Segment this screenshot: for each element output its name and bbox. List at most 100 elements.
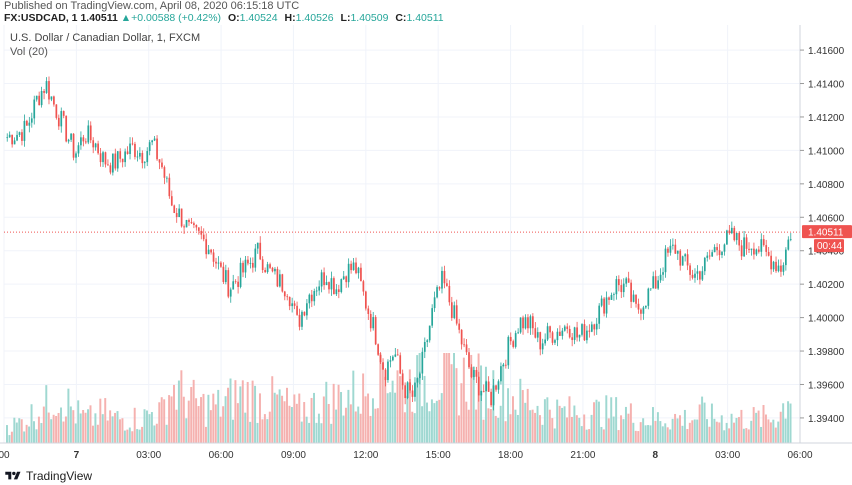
candle-body [28,122,31,126]
candle-body [382,362,384,370]
volume-bar [72,410,75,443]
volume-bar [462,357,465,443]
volume-bar [706,419,708,443]
volume-bar [593,402,596,443]
volume-bar [568,396,571,443]
candle-body [357,267,360,274]
volume-bar [367,393,370,443]
volume-bar [607,418,610,443]
volume-bar [411,411,414,443]
time-axis[interactable]: 00 7 03:00 06:00 09:00 12:00 15:00 18:00 21:00 8 0… [0,442,852,461]
volume-bar [337,384,340,443]
candle-body [166,177,168,179]
candle-body [755,249,758,255]
candle-body [271,267,274,272]
volume-bar [313,392,315,443]
volume-bar [327,403,330,443]
volume-bar [450,364,453,443]
volume-bar [642,418,645,443]
open-key: O: [227,12,240,24]
candle-body [389,360,392,362]
candle-body [718,250,721,256]
candle-body [406,382,409,399]
volume-bar [691,420,694,443]
volume-bar [143,409,146,443]
candle-body [266,264,269,273]
candle-body [765,245,768,252]
chart-area[interactable]: 1.41600 1.41400 1.41200 1.41000 1.40800 1.406… [0,25,852,465]
candle-body [62,111,65,116]
volume-bar [79,413,82,443]
candle-body [748,248,750,250]
candle-body [514,333,517,347]
volume-bar [654,420,657,443]
candle-body [367,308,370,314]
footer-brand[interactable]: TradingView [4,469,92,483]
candle-body [500,366,502,382]
volume-bar [182,396,185,443]
candle-body [264,270,266,273]
candle-body [364,291,367,309]
volume-bar [394,392,397,443]
volume-bar [671,418,674,443]
volume-bar [362,373,365,443]
candle-body [185,220,188,228]
candle-body [723,244,726,252]
candle-body [627,278,630,283]
candle-body [485,381,488,392]
volume-bar [499,405,502,443]
candle-body [595,323,598,330]
candle-body [291,303,294,307]
volume-bar [77,400,80,443]
candle-body [455,305,458,324]
candle-body [649,288,652,290]
volume-bar [239,386,242,443]
candle-body [681,256,684,266]
volume-bar [229,378,232,443]
volume-bar [244,412,247,443]
candle-body [775,261,777,272]
candle-body [293,303,296,306]
volume-bar [509,414,512,443]
volume-bar [715,421,718,443]
volume-bar [457,415,460,443]
candle-body [30,118,33,123]
volume-bar [320,423,323,443]
low-key: L: [340,12,351,24]
volume-bar [141,426,144,443]
candle-body [136,156,139,158]
volume-bar [679,415,681,443]
candle-body [26,120,28,126]
candle-body [617,279,620,286]
candle-body [374,317,377,345]
candle-body [482,390,485,392]
volume-bar [300,421,303,443]
volume-bar [453,353,456,443]
last-price: 1.40511 [80,12,118,24]
candle-body [97,143,99,154]
volume-bar [723,430,726,443]
price-chart[interactable]: 1.41600 1.41400 1.41200 1.41000 1.40800 1.406… [0,25,852,465]
candle-body [134,143,136,157]
volume-bar [50,419,53,443]
candle-body [146,151,149,163]
volume-bar [543,399,546,443]
candle-body [644,305,647,308]
volume-bar [541,424,544,443]
candle-body [333,278,335,295]
candle-body [38,95,41,106]
symbol-label[interactable]: FX:USDCAD, 1 [4,12,78,24]
volume-bar [165,424,168,443]
candle-body [239,262,242,287]
candle-body [541,343,544,350]
price-axis[interactable]: 1.41600 1.41400 1.41200 1.41000 1.40800 1.406… [799,25,845,443]
volume-bar [755,412,758,443]
candle-body [16,134,18,141]
volume-bar [354,411,357,443]
volume-bar [536,405,539,443]
candle-body [23,120,26,141]
volume-bar [258,393,261,443]
x-tick-label: 12:00 [353,450,378,461]
candle-body [207,249,210,255]
candle-body [227,270,230,297]
